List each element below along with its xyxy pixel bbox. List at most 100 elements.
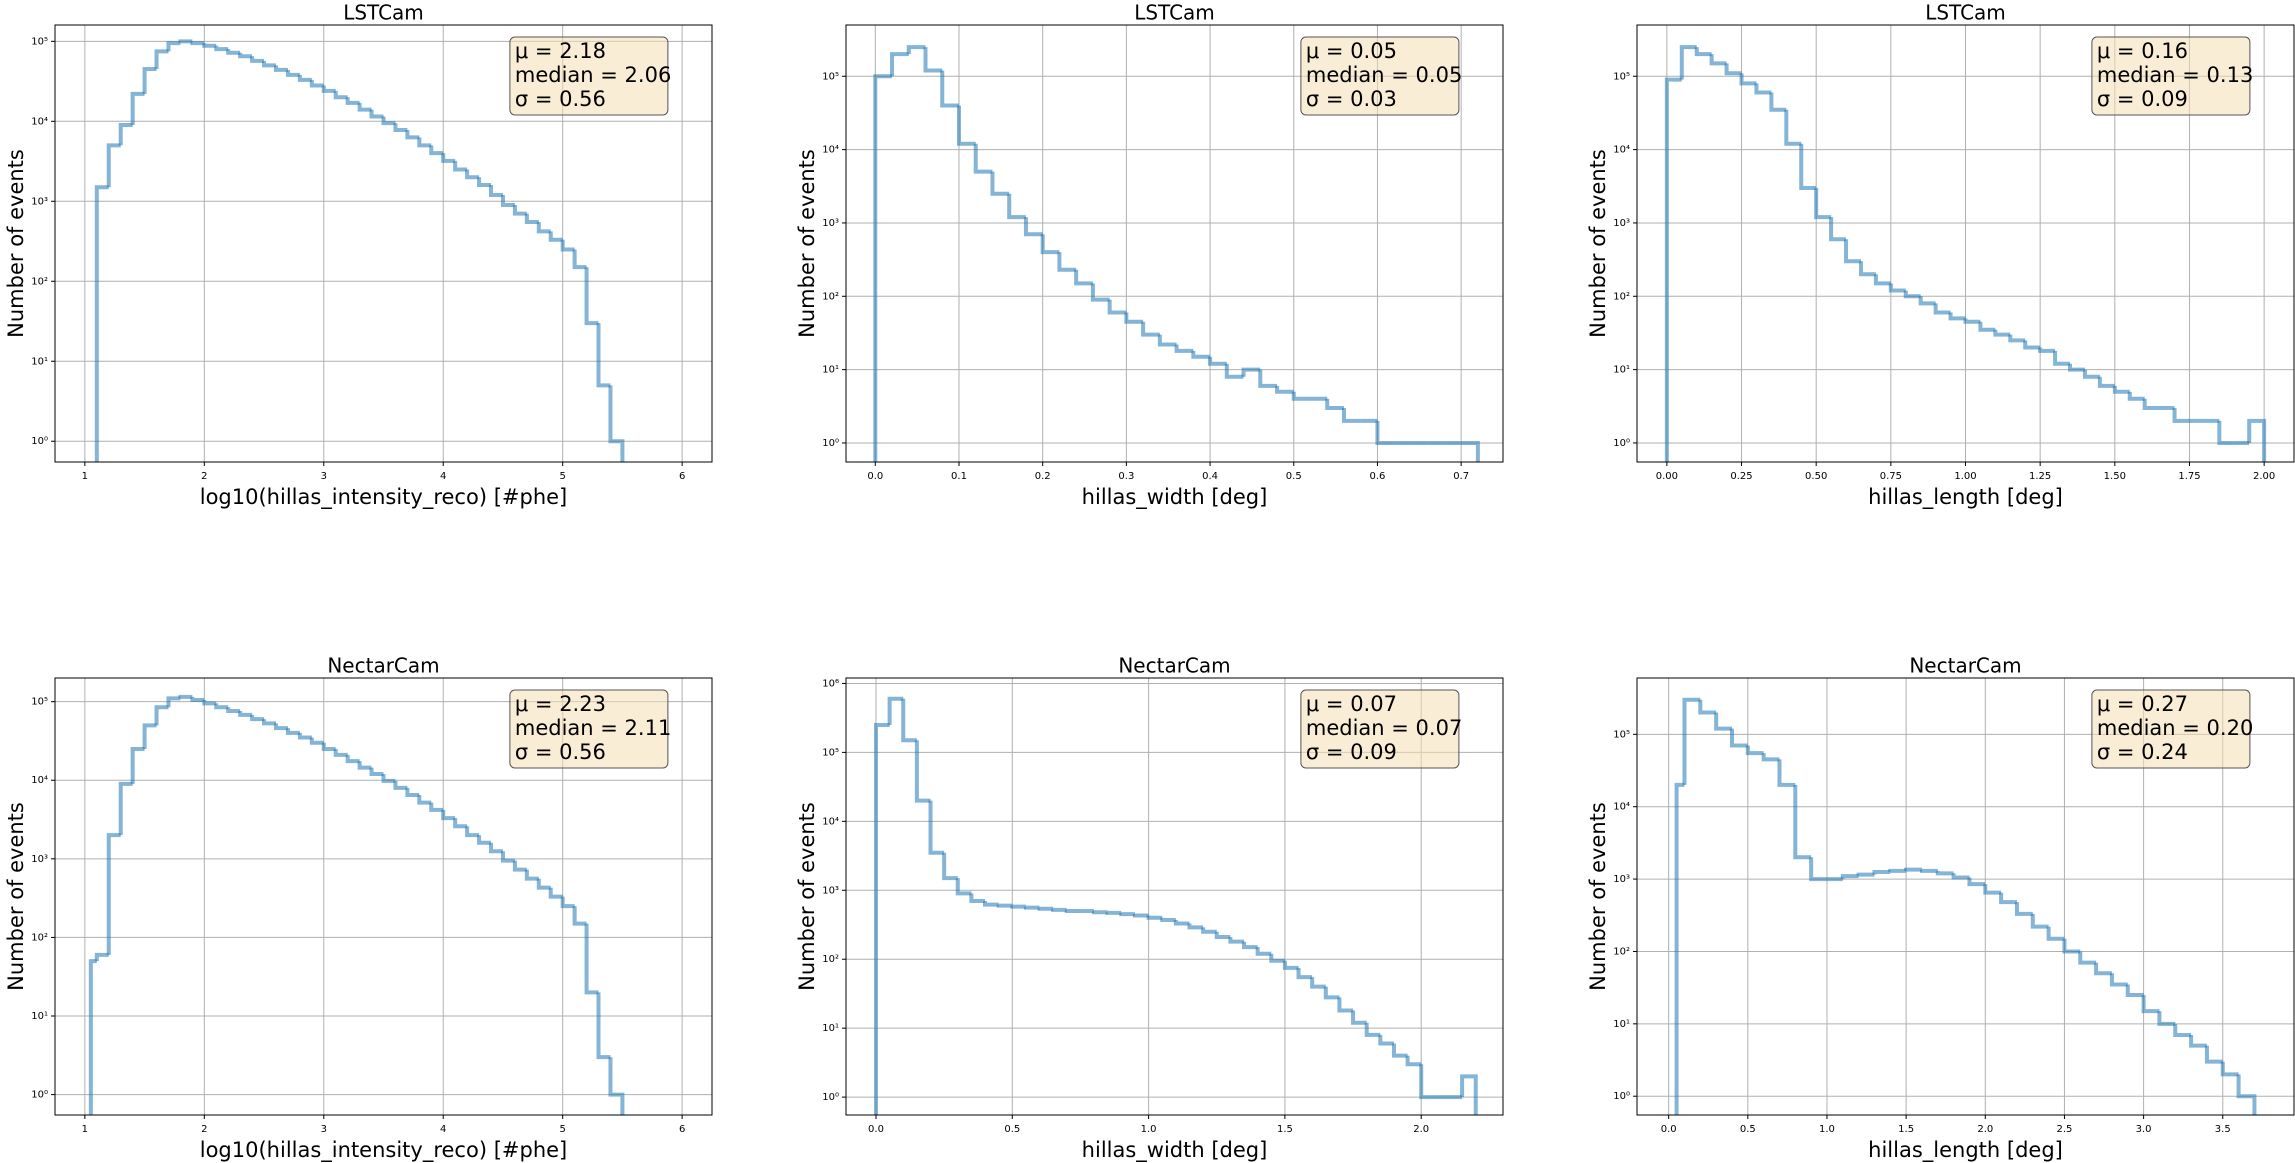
y-tick-label: 10⁵ xyxy=(822,71,839,82)
histogram-bin xyxy=(1903,290,1921,299)
histogram-bin xyxy=(1378,1034,1394,1046)
histogram-bin xyxy=(560,896,575,909)
histogram-bin xyxy=(1664,77,1682,462)
x-axis-label: hillas_width [deg] xyxy=(1082,1138,1268,1163)
histogram-bin xyxy=(453,160,468,172)
histogram-bin xyxy=(1007,193,1026,220)
x-tick-label: 2.0 xyxy=(1413,1124,1429,1135)
histogram-bin xyxy=(1241,367,1261,377)
histogram-bin xyxy=(1191,350,1211,359)
histogram-bin xyxy=(214,45,229,52)
histogram-bin xyxy=(1858,261,1876,277)
histogram-bin xyxy=(1829,217,1847,242)
histogram-bin xyxy=(500,851,515,863)
histogram-bin xyxy=(238,52,253,59)
histogram-bin xyxy=(202,699,217,706)
histogram-bin xyxy=(2112,385,2130,394)
x-tick-label: 0.5 xyxy=(1286,471,1302,482)
histogram-bin xyxy=(1258,369,1278,388)
stats-text: μ = 0.05 xyxy=(1306,39,1397,63)
histogram-bin xyxy=(309,79,324,88)
y-tick-label: 10¹ xyxy=(1613,1019,1630,1030)
stats-text: μ = 0.27 xyxy=(2097,692,2188,716)
histogram-bin xyxy=(166,41,181,52)
histogram-bin xyxy=(1419,1064,1435,1100)
histogram-bin xyxy=(202,43,217,48)
histogram-bin xyxy=(890,52,909,77)
histogram-bin xyxy=(1351,1010,1367,1025)
x-tick-label: 0.7 xyxy=(1453,471,1469,482)
histogram-bin xyxy=(2097,376,2115,388)
y-tick-label: 10⁴ xyxy=(31,775,48,786)
x-tick-label: 1.0 xyxy=(1141,1124,1157,1135)
histogram-bin xyxy=(608,1057,625,1115)
axes-frame xyxy=(1636,24,2295,463)
y-axis-label: Number of events xyxy=(4,802,28,991)
histogram-bin xyxy=(1275,385,1294,394)
stats-box xyxy=(1300,689,1460,769)
y-tick-label: 10¹ xyxy=(822,1023,839,1034)
histogram-bin xyxy=(1978,321,1996,332)
x-tick-label: 1.75 xyxy=(2178,471,2200,482)
histogram-bin xyxy=(357,102,372,112)
y-tick-label: 10⁵ xyxy=(822,747,839,758)
axes-frame xyxy=(1636,677,2295,1116)
histogram-bin xyxy=(1967,877,1986,887)
histogram-bin xyxy=(1714,712,1732,731)
histogram-bin xyxy=(2014,902,2033,916)
x-tick-label: 0.0 xyxy=(868,1124,884,1135)
histogram-bin xyxy=(990,171,1010,196)
histogram-bin xyxy=(1146,915,1163,920)
stats-text: σ = 0.09 xyxy=(1306,740,1397,764)
histogram-bin xyxy=(1793,784,1812,860)
histogram-bin xyxy=(1337,997,1354,1013)
axes-frame xyxy=(54,677,713,1116)
x-tick-label: 3 xyxy=(321,471,327,482)
histogram-bin xyxy=(1754,83,1772,95)
y-axis-label: Number of events xyxy=(795,149,819,338)
chart-title: LSTCam xyxy=(1134,1,1215,25)
y-tick-label: 10⁴ xyxy=(1613,802,1630,813)
histogram-bin xyxy=(381,116,396,126)
histogram-bin xyxy=(273,65,288,72)
histogram-bin xyxy=(273,723,288,731)
x-tick-label: 1.50 xyxy=(2104,471,2126,482)
y-tick-label: 10⁰ xyxy=(31,436,48,447)
x-tick-label: 1.0 xyxy=(1819,1124,1835,1135)
histogram-bin xyxy=(1919,868,1938,873)
histogram-bin xyxy=(465,169,480,180)
histogram-bin xyxy=(489,184,503,197)
x-tick-label: 3.0 xyxy=(2136,1124,2152,1135)
histogram-bin xyxy=(1888,283,1906,293)
histogram-bin xyxy=(548,231,563,242)
histogram-bin xyxy=(465,826,480,838)
x-tick-label: 0.1 xyxy=(951,471,967,482)
histogram-bin xyxy=(1187,923,1204,930)
y-axis-label: Number of events xyxy=(1586,802,1610,991)
x-tick-label: 6 xyxy=(679,471,685,482)
histogram-bin xyxy=(190,696,205,702)
histogram-bin xyxy=(608,385,625,462)
histogram-bin xyxy=(2078,951,2097,965)
histogram-bin xyxy=(309,737,324,745)
histogram-bin xyxy=(1040,234,1060,255)
histogram-bin xyxy=(1888,868,1907,873)
x-tick-label: 5 xyxy=(559,1124,565,1135)
histogram-bin xyxy=(1724,63,1742,76)
histogram-bin xyxy=(1761,753,1780,762)
histogram-bin xyxy=(2220,1061,2239,1077)
x-tick-label: 0.50 xyxy=(1805,471,1827,482)
chart-title: LSTCam xyxy=(343,1,424,25)
x-tick-label: 0.6 xyxy=(1370,471,1386,482)
stats-text: μ = 2.23 xyxy=(515,692,606,716)
y-tick-label: 10⁵ xyxy=(31,36,48,47)
x-tick-label: 0.75 xyxy=(1880,471,1902,482)
histogram-bin xyxy=(369,109,384,119)
x-tick-label: 1.00 xyxy=(1954,471,1976,482)
histogram-bin xyxy=(1201,927,1217,934)
histogram-bin xyxy=(2173,1023,2192,1038)
stats-text: median = 0.05 xyxy=(1306,63,1462,87)
x-tick-label: 0.5 xyxy=(1740,1124,1756,1135)
histogram-bin xyxy=(333,90,348,100)
histogram-bin xyxy=(873,74,893,462)
